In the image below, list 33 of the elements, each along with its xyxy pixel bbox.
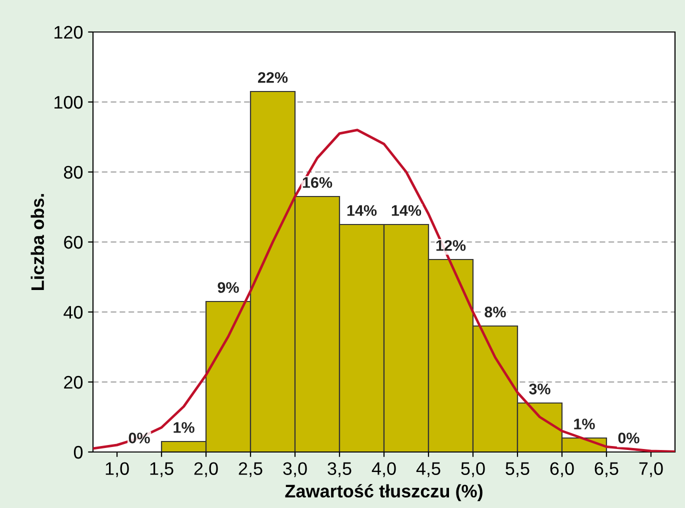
x-tick-label: 2,5: [238, 462, 262, 478]
annotation: 14%: [392, 205, 422, 216]
x-tick-label: 4,5: [416, 462, 440, 478]
annotation: 16%: [302, 177, 332, 188]
y-tick-label: 40: [64, 306, 83, 319]
annotation: 0%: [618, 432, 640, 444]
annotation: 1%: [574, 418, 595, 430]
y-tick-label: 60: [64, 236, 83, 249]
x-tick-label: 6,5: [594, 462, 618, 478]
annotation: 1%: [174, 422, 194, 433]
x-tick-label: 3,5: [328, 462, 352, 478]
x-tick-label: 2,0: [194, 462, 218, 478]
annotation: 22%: [258, 72, 288, 83]
annotation: 8%: [484, 306, 506, 318]
y-axis-title: Liczba obs.: [30, 194, 44, 290]
y-tick-label: 20: [64, 376, 83, 389]
annotation: 3%: [529, 384, 550, 394]
x-tick-label: 4,0: [372, 462, 396, 478]
annotation: 9%: [218, 282, 239, 293]
x-tick-label: 5,0: [461, 462, 485, 478]
x-tick-label: 3,0: [283, 462, 307, 478]
x-tick-label: 1,5: [150, 462, 174, 478]
x-tick-label: 6,0: [550, 462, 574, 478]
y-tick-label: 100: [54, 96, 83, 109]
x-tick-label: 5,5: [506, 462, 530, 478]
x-tick-label: 1,0: [106, 462, 129, 478]
x-tick-label: 7,0: [639, 462, 663, 478]
x-axis-title: Zawartość tłuszczu (%): [285, 484, 482, 502]
annotation: 14%: [347, 205, 377, 216]
y-tick-label: 0: [74, 446, 83, 459]
y-tick-label: 80: [64, 166, 83, 179]
annotation: 12%: [436, 240, 466, 251]
y-tick-label: 120: [54, 26, 83, 39]
